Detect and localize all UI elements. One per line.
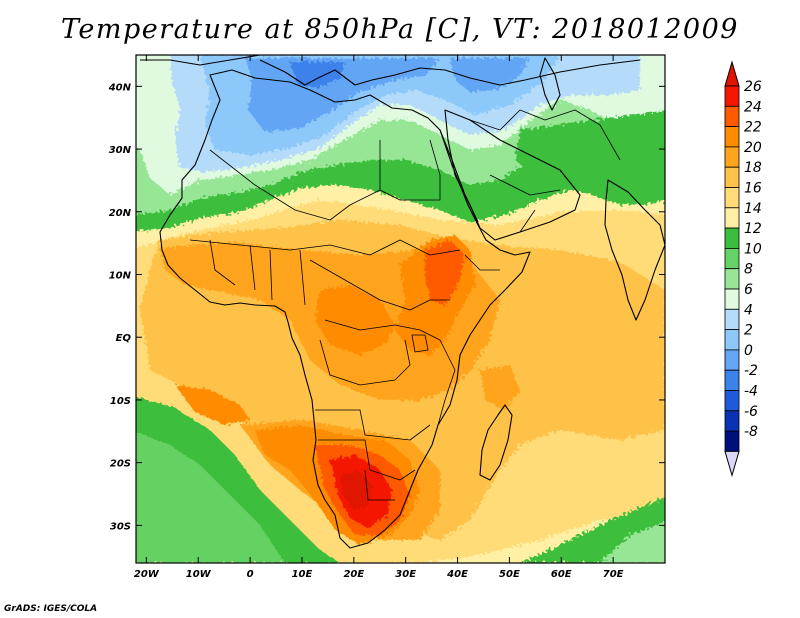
colorbar-swatch bbox=[724, 268, 740, 290]
field-east-green bbox=[515, 110, 665, 205]
caspian-coastline bbox=[539, 57, 561, 111]
border-drc bbox=[319, 339, 411, 386]
colorbar-swatch bbox=[724, 430, 740, 452]
africa-coastline bbox=[159, 69, 531, 549]
field-southeast-light-green bbox=[600, 521, 665, 563]
colorbar-swatch bbox=[724, 349, 740, 371]
colorbar-top-arrow bbox=[724, 60, 740, 87]
border-west-africa bbox=[209, 239, 306, 306]
india-coastline bbox=[604, 179, 665, 321]
lon-label: 50E bbox=[499, 569, 520, 580]
border-arabia bbox=[489, 174, 561, 233]
colorbar-swatch bbox=[724, 187, 740, 209]
colorbar-level-label: 0 bbox=[744, 343, 753, 359]
lon-label: 40E bbox=[446, 569, 468, 580]
border-central-a bbox=[309, 259, 450, 311]
lat-label: 40N bbox=[108, 82, 132, 93]
colorbar-swatch bbox=[724, 126, 740, 148]
field-red-orange-east bbox=[425, 240, 465, 305]
colorbar-level-label: -4 bbox=[744, 384, 758, 400]
border-horn bbox=[464, 254, 500, 271]
colorbar-level-label: 6 bbox=[744, 282, 753, 298]
europe-coastline bbox=[140, 55, 641, 86]
border-south-b bbox=[318, 439, 416, 501]
colorbar-level-label: 18 bbox=[744, 160, 762, 176]
border-central-b bbox=[324, 319, 441, 341]
lon-label: 10E bbox=[292, 569, 313, 580]
colorbar-swatch bbox=[724, 369, 740, 391]
temperature-field bbox=[136, 55, 665, 563]
lat-label: 10N bbox=[109, 271, 132, 282]
colorbar-swatch bbox=[724, 247, 740, 270]
colorbar-swatch bbox=[724, 105, 740, 128]
colorbar-bottom-arrow bbox=[724, 450, 740, 478]
colorbar-swatch bbox=[724, 410, 740, 432]
map-axes: 40N 30N 20N 10N EQ 10S 20S 30S 20W 10W 0 10E 20E 30E 4… bbox=[108, 55, 665, 580]
field-east-light-orange bbox=[480, 365, 520, 410]
madagascar-coastline bbox=[479, 404, 513, 481]
red-sea-coast bbox=[439, 129, 479, 223]
coastlines bbox=[140, 55, 665, 549]
border-middle-east bbox=[469, 109, 621, 161]
lake-victoria bbox=[411, 334, 429, 353]
border-sahara-west bbox=[209, 149, 381, 221]
lon-label: 0 bbox=[247, 569, 254, 580]
field-south-atlantic-mid-green bbox=[136, 432, 285, 563]
arabia-coastline bbox=[444, 109, 581, 241]
colorbar-swatch bbox=[724, 227, 740, 249]
colorbar-swatch bbox=[724, 288, 740, 310]
field-north-blue-east bbox=[450, 58, 530, 92]
colorbar-swatch bbox=[724, 166, 740, 188]
colorbar-level-label: 10 bbox=[744, 241, 762, 257]
lon-label: 10W bbox=[186, 569, 212, 580]
lat-label: 30N bbox=[109, 145, 132, 156]
colorbar-swatch bbox=[724, 85, 740, 107]
colorbar-level-label: 12 bbox=[744, 221, 762, 237]
colorbar-swatch bbox=[724, 390, 740, 412]
country-borders bbox=[189, 109, 621, 501]
border-south-a bbox=[315, 409, 431, 441]
border-east bbox=[437, 339, 456, 426]
colorbar-swatch bbox=[724, 146, 740, 168]
lat-label: 20S bbox=[110, 459, 131, 470]
colorbar-swatch bbox=[724, 207, 740, 229]
lon-label: 20E bbox=[343, 569, 364, 580]
field-north-deep-blue bbox=[290, 62, 345, 88]
colorbar-level-label: 26 bbox=[744, 79, 762, 95]
map-title: Temperature at 850hPa [C], VT: 201801200… bbox=[61, 14, 739, 45]
colorbar-level-label: 8 bbox=[744, 262, 753, 278]
colorbar-swatch bbox=[724, 329, 740, 351]
lat-label: 30S bbox=[110, 521, 131, 532]
colorbar-level-label: -6 bbox=[744, 404, 758, 420]
lon-label: 60E bbox=[551, 569, 572, 580]
colorbar-level-label: 20 bbox=[744, 140, 762, 156]
colorbar-level-label: 14 bbox=[744, 201, 762, 217]
field-central-orange bbox=[315, 285, 395, 355]
field-north-blue bbox=[245, 58, 440, 132]
credit-label: GrADS: IGES/COLA bbox=[4, 604, 98, 614]
colorbar-level-label: 2 bbox=[744, 323, 753, 339]
field-deep-red-core bbox=[340, 470, 372, 510]
lon-label: 70E bbox=[603, 569, 624, 580]
colorbar-swatch bbox=[724, 308, 740, 330]
colorbar-level-label: -2 bbox=[744, 363, 758, 379]
colorbar-level-label: 4 bbox=[744, 302, 753, 318]
lat-label: EQ bbox=[116, 333, 132, 344]
field-west-orange bbox=[175, 385, 250, 425]
lon-label: 20W bbox=[134, 569, 160, 580]
border-sahel bbox=[189, 239, 461, 256]
lon-label: 30E bbox=[395, 569, 416, 580]
plot-frame bbox=[135, 54, 666, 564]
colorbar-level-label: 22 bbox=[744, 120, 762, 136]
lat-label: 10S bbox=[110, 396, 131, 407]
border-sahara-east bbox=[379, 139, 441, 201]
colorbar-level-label: 16 bbox=[744, 181, 762, 197]
colorbar-level-label: -8 bbox=[744, 424, 758, 440]
lat-label: 20N bbox=[109, 208, 132, 219]
colorbar-level-label: 24 bbox=[744, 99, 762, 115]
